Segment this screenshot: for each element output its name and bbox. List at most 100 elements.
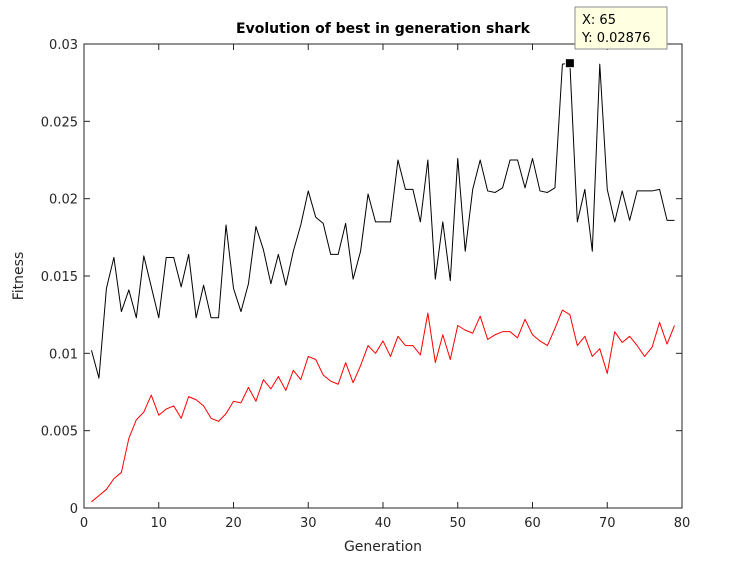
data-point[interactable] [508, 330, 511, 333]
data-point[interactable] [426, 158, 429, 161]
data-point[interactable] [553, 186, 556, 189]
data-point[interactable] [508, 158, 511, 161]
data-point[interactable] [202, 404, 205, 407]
datatip[interactable]: X: 65 Y: 0.02876 [564, 6, 668, 69]
data-point[interactable] [441, 220, 444, 223]
data-point[interactable] [606, 188, 609, 191]
data-point[interactable] [202, 284, 205, 287]
data-point[interactable] [561, 308, 564, 311]
data-point[interactable] [337, 383, 340, 386]
data-point[interactable] [374, 352, 377, 355]
data-point[interactable] [583, 335, 586, 338]
data-point[interactable] [217, 316, 220, 319]
data-point[interactable] [322, 222, 325, 225]
data-point[interactable] [471, 332, 474, 335]
data-point[interactable] [344, 361, 347, 364]
data-point[interactable] [239, 310, 242, 313]
data-point[interactable] [464, 329, 467, 332]
data-point[interactable] [576, 344, 579, 347]
data-point[interactable] [621, 341, 624, 344]
data-point[interactable] [546, 344, 549, 347]
data-point[interactable] [531, 157, 534, 160]
data-point[interactable] [658, 188, 661, 191]
data-point[interactable] [389, 220, 392, 223]
data-point[interactable] [352, 381, 355, 384]
data-point[interactable] [195, 398, 198, 401]
data-point[interactable] [449, 358, 452, 361]
data-point[interactable] [344, 222, 347, 225]
data-point[interactable] [187, 253, 190, 256]
data-point[interactable] [419, 353, 422, 356]
data-point[interactable] [254, 400, 257, 403]
data-point[interactable] [411, 188, 414, 191]
data-point[interactable] [180, 285, 183, 288]
data-point[interactable] [150, 393, 153, 396]
data-point[interactable] [135, 316, 138, 319]
data-point[interactable] [284, 284, 287, 287]
data-point[interactable] [576, 220, 579, 223]
data-point[interactable] [269, 387, 272, 390]
data-point[interactable] [628, 335, 631, 338]
data-point[interactable] [494, 333, 497, 336]
data-point[interactable] [299, 378, 302, 381]
data-point[interactable] [314, 358, 317, 361]
data-point[interactable] [628, 219, 631, 222]
data-point[interactable] [673, 324, 676, 327]
data-point[interactable] [456, 324, 459, 327]
data-point[interactable] [449, 279, 452, 282]
data-point[interactable] [97, 494, 100, 497]
data-point[interactable] [486, 189, 489, 192]
data-point[interactable] [90, 500, 93, 503]
data-point[interactable] [314, 216, 317, 219]
data-point[interactable] [112, 477, 115, 480]
data-point[interactable] [486, 338, 489, 341]
data-point[interactable] [209, 316, 212, 319]
data-point[interactable] [120, 471, 123, 474]
data-point[interactable] [598, 347, 601, 350]
data-point[interactable] [232, 287, 235, 290]
data-point[interactable] [464, 250, 467, 253]
data-point[interactable] [172, 256, 175, 259]
data-point[interactable] [613, 330, 616, 333]
data-point[interactable] [501, 186, 504, 189]
data-point[interactable] [284, 389, 287, 392]
data-point[interactable] [239, 401, 242, 404]
data-point[interactable] [97, 376, 100, 379]
data-point[interactable] [591, 355, 594, 358]
data-point[interactable] [479, 315, 482, 318]
data-point[interactable] [112, 256, 115, 259]
data-point[interactable] [224, 223, 227, 226]
data-point[interactable] [127, 288, 130, 291]
data-point[interactable] [307, 189, 310, 192]
data-point[interactable] [404, 188, 407, 191]
data-point[interactable] [538, 339, 541, 342]
data-point[interactable] [665, 342, 668, 345]
data-point[interactable] [523, 186, 526, 189]
data-point[interactable] [404, 344, 407, 347]
data-point[interactable] [553, 327, 556, 330]
data-point[interactable] [591, 250, 594, 253]
data-point[interactable] [262, 378, 265, 381]
data-point[interactable] [165, 407, 168, 410]
data-point[interactable] [441, 333, 444, 336]
data-point[interactable] [434, 361, 437, 364]
data-point[interactable] [165, 256, 168, 259]
data-point[interactable] [381, 220, 384, 223]
data-point[interactable] [598, 63, 601, 66]
data-point[interactable] [501, 330, 504, 333]
data-point[interactable] [329, 380, 332, 383]
data-point[interactable] [621, 189, 624, 192]
data-point[interactable] [396, 158, 399, 161]
data-point[interactable] [157, 414, 160, 417]
data-point[interactable] [396, 335, 399, 338]
data-point[interactable] [643, 189, 646, 192]
data-point[interactable] [120, 310, 123, 313]
data-point[interactable] [135, 418, 138, 421]
data-point[interactable] [479, 158, 482, 161]
data-point[interactable] [329, 253, 332, 256]
data-point[interactable] [658, 321, 661, 324]
data-point[interactable] [643, 355, 646, 358]
data-point[interactable] [665, 219, 668, 222]
data-point[interactable] [142, 411, 145, 414]
data-point[interactable] [366, 344, 369, 347]
